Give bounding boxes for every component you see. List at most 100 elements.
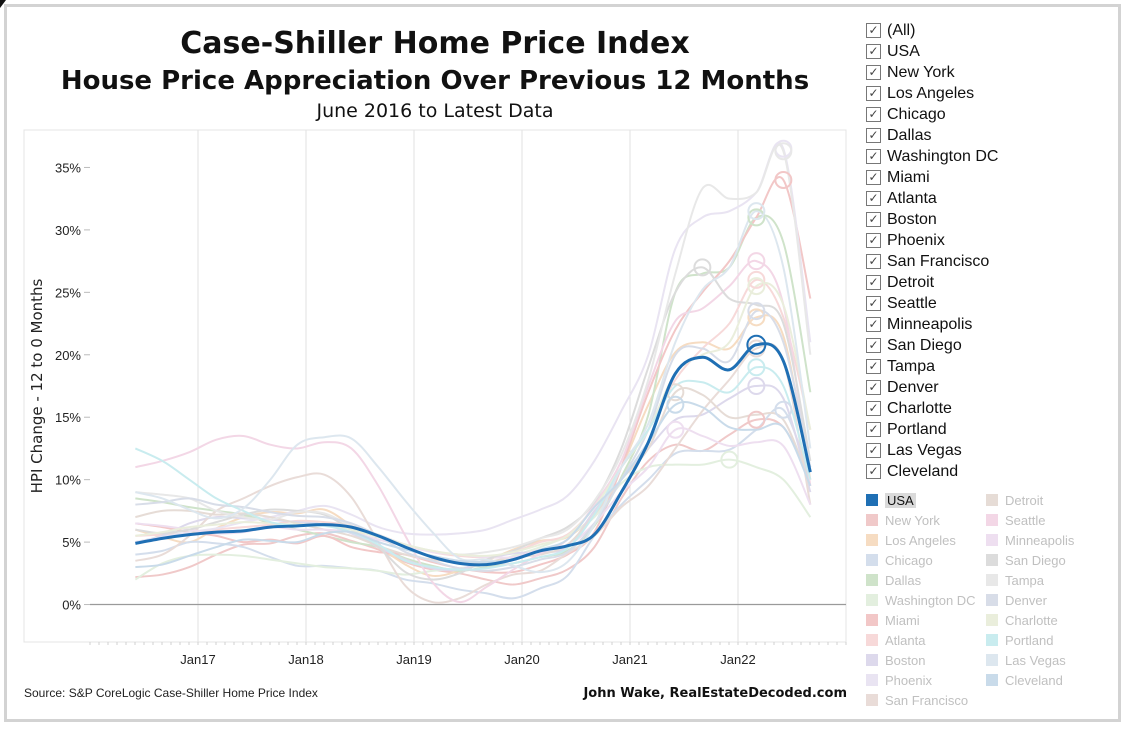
checkbox-icon[interactable]: ✓ bbox=[866, 443, 881, 458]
filter-item-label: Phoenix bbox=[887, 231, 945, 249]
legend-item[interactable]: Cleveland bbox=[986, 670, 1086, 690]
legend-swatch bbox=[866, 554, 878, 566]
filter-item[interactable]: ✓ Charlotte bbox=[866, 398, 998, 419]
filter-item[interactable]: ✓ Phoenix bbox=[866, 230, 998, 251]
checkbox-icon[interactable]: ✓ bbox=[866, 401, 881, 416]
filter-item[interactable]: ✓ Cleveland bbox=[866, 461, 998, 482]
filter-item[interactable]: ✓ Miami bbox=[866, 167, 998, 188]
legend-item[interactable]: Charlotte bbox=[986, 610, 1086, 630]
legend-item[interactable]: Tampa bbox=[986, 570, 1086, 590]
legend-item[interactable]: Chicago bbox=[866, 550, 966, 570]
checkbox-icon[interactable]: ✓ bbox=[866, 275, 881, 290]
peak-marker bbox=[720, 450, 739, 469]
checkbox-icon[interactable]: ✓ bbox=[866, 317, 881, 332]
legend-item[interactable]: Atlanta bbox=[866, 630, 966, 650]
plot-border bbox=[23, 129, 847, 643]
checkbox-icon[interactable]: ✓ bbox=[866, 338, 881, 353]
filter-item-label: (All) bbox=[887, 21, 916, 39]
legend-item[interactable]: Boston bbox=[866, 650, 966, 670]
filter-item[interactable]: ✓ San Francisco bbox=[866, 251, 998, 272]
checkbox-icon[interactable]: ✓ bbox=[866, 170, 881, 185]
filter-item-label: Las Vegas bbox=[887, 441, 962, 459]
filter-item[interactable]: ✓ Atlanta bbox=[866, 188, 998, 209]
legend-item-label: Phoenix bbox=[885, 672, 932, 688]
filter-item[interactable]: ✓ Seattle bbox=[866, 293, 998, 314]
legend-item[interactable]: Las Vegas bbox=[986, 650, 1086, 670]
filter-item[interactable]: ✓ Minneapolis bbox=[866, 314, 998, 335]
checkbox-icon[interactable]: ✓ bbox=[866, 86, 881, 101]
legend-item[interactable]: Detroit bbox=[986, 490, 1086, 510]
checkbox-icon[interactable]: ✓ bbox=[866, 296, 881, 311]
series-line-las-vegas bbox=[135, 210, 812, 574]
checkbox-icon[interactable]: ✓ bbox=[866, 359, 881, 374]
legend-item[interactable]: USA bbox=[866, 490, 966, 510]
x-tick-label: Jan21 bbox=[612, 652, 647, 667]
legend-item[interactable]: Minneapolis bbox=[986, 530, 1086, 550]
checkbox-icon[interactable]: ✓ bbox=[866, 128, 881, 143]
legend-item-label: Las Vegas bbox=[1005, 652, 1066, 668]
filter-item[interactable]: ✓ Los Angeles bbox=[866, 83, 998, 104]
filter-item-label: Los Angeles bbox=[887, 84, 975, 102]
checkbox-icon[interactable]: ✓ bbox=[866, 65, 881, 80]
legend-item[interactable]: Denver bbox=[986, 590, 1086, 610]
legend-item-label: USA bbox=[885, 492, 916, 508]
filter-item-label: Chicago bbox=[887, 105, 946, 123]
y-tick-label: 15% bbox=[55, 410, 81, 425]
checkbox-icon[interactable]: ✓ bbox=[866, 464, 881, 479]
legend-item[interactable]: Washington DC bbox=[866, 590, 976, 610]
filter-item-label: Minneapolis bbox=[887, 315, 973, 333]
checkbox-icon[interactable]: ✓ bbox=[866, 254, 881, 269]
filter-item-label: Washington DC bbox=[887, 147, 999, 165]
peak-marker bbox=[747, 358, 766, 377]
checkbox-icon[interactable]: ✓ bbox=[866, 107, 881, 122]
x-tick-label: Jan17 bbox=[180, 652, 215, 667]
filter-item[interactable]: ✓ USA bbox=[866, 41, 998, 62]
legend-item[interactable]: San Diego bbox=[986, 550, 1086, 570]
filter-item-label: Tampa bbox=[887, 357, 936, 375]
legend-item[interactable]: San Francisco bbox=[866, 690, 968, 710]
color-legend: USA Detroit New York Seattle Los Angeles Minn… bbox=[866, 490, 1106, 710]
peak-marker bbox=[747, 410, 766, 429]
legend-item[interactable]: Dallas bbox=[866, 570, 966, 590]
filter-item[interactable]: ✓ Dallas bbox=[866, 125, 998, 146]
filter-item[interactable]: ✓ New York bbox=[866, 62, 998, 83]
legend-item[interactable]: Seattle bbox=[986, 510, 1086, 530]
legend-swatch bbox=[986, 614, 998, 626]
checkbox-icon[interactable]: ✓ bbox=[866, 44, 881, 59]
usa-peak-marker bbox=[746, 334, 767, 355]
filter-item[interactable]: ✓ Washington DC bbox=[866, 146, 998, 167]
filter-item[interactable]: ✓ Boston bbox=[866, 209, 998, 230]
filter-item[interactable]: ✓ Tampa bbox=[866, 356, 998, 377]
checkbox-icon[interactable]: ✓ bbox=[866, 191, 881, 206]
checkbox-icon[interactable]: ✓ bbox=[866, 380, 881, 395]
filter-item[interactable]: ✓ (All) bbox=[866, 20, 998, 41]
filter-item-label: San Diego bbox=[887, 336, 962, 354]
legend-swatch bbox=[986, 594, 998, 606]
filter-item[interactable]: ✓ Denver bbox=[866, 377, 998, 398]
filter-item[interactable]: ✓ Las Vegas bbox=[866, 440, 998, 461]
series-line-miami bbox=[135, 176, 812, 574]
checkbox-icon[interactable]: ✓ bbox=[866, 233, 881, 248]
filter-item[interactable]: ✓ Portland bbox=[866, 419, 998, 440]
filter-item[interactable]: ✓ San Diego bbox=[866, 335, 998, 356]
legend-item[interactable]: Los Angeles bbox=[866, 530, 966, 550]
peak-marker bbox=[747, 208, 766, 227]
checkbox-icon[interactable]: ✓ bbox=[866, 149, 881, 164]
legend-item[interactable]: Miami bbox=[866, 610, 966, 630]
legend-item[interactable]: Phoenix bbox=[866, 670, 966, 690]
legend-item[interactable]: New York bbox=[866, 510, 966, 530]
y-tick-label: 30% bbox=[55, 223, 81, 238]
checkbox-icon[interactable]: ✓ bbox=[866, 23, 881, 38]
line-chart: Jan17 Jan18 Jan19 Jan20 Jan21 Jan22 0% 5% 10% 15%… bbox=[23, 129, 847, 667]
legend-item-label: Seattle bbox=[1005, 512, 1046, 528]
series-line-san-francisco bbox=[135, 342, 812, 604]
checkbox-icon[interactable]: ✓ bbox=[866, 212, 881, 227]
filter-item-label: Portland bbox=[887, 420, 947, 438]
peak-marker bbox=[747, 277, 766, 296]
filter-item[interactable]: ✓ Chicago bbox=[866, 104, 998, 125]
legend-item[interactable]: Portland bbox=[986, 630, 1086, 650]
filter-item[interactable]: ✓ Detroit bbox=[866, 272, 998, 293]
checkbox-icon[interactable]: ✓ bbox=[866, 422, 881, 437]
legend-swatch bbox=[986, 534, 998, 546]
legend-swatch bbox=[866, 634, 878, 646]
